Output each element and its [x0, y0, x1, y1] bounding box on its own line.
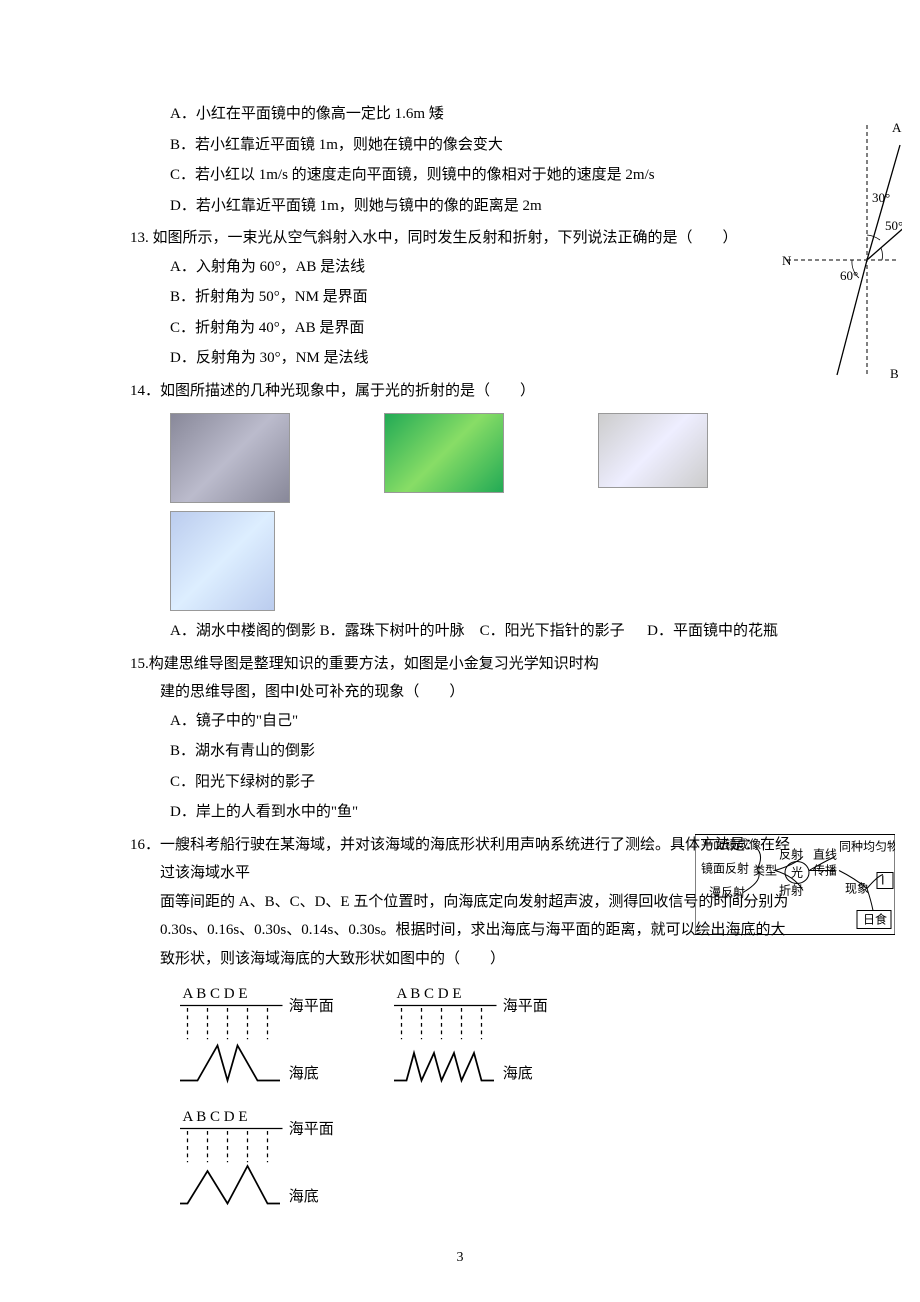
q13-opt-b: B．折射角为 50°，NM 是界面 — [170, 283, 800, 312]
svg-text:A B C D E: A B C D E — [396, 986, 461, 1002]
q14-images-row2 — [130, 511, 800, 611]
q15-stem: 15.构建思维导图是整理知识的重要方法，如图是小金复习光学知识时构建的思维导图，… — [130, 650, 800, 707]
q14-images-row1 — [130, 413, 800, 503]
q13-options: A．入射角为 60°，AB 是法线 B．折射角为 50°，NM 是界面 C．折射… — [130, 253, 800, 373]
label-N: N — [782, 253, 792, 268]
svg-text:镜面反射: 镜面反射 — [701, 861, 749, 876]
svg-text:类型: 类型 — [753, 864, 777, 878]
svg-text:A B C D E: A B C D E — [183, 986, 248, 1002]
svg-text:海底: 海底 — [503, 1065, 533, 1082]
q14-stem: 14．如图所描述的几种光现象中，属于光的折射的是（ ） — [130, 377, 800, 406]
svg-text:海平面: 海平面 — [289, 998, 334, 1015]
q14-img-c — [598, 413, 708, 488]
svg-text:A B C D E: A B C D E — [183, 1109, 248, 1125]
q14-opt-c: C．阳光下指针的影子 — [480, 623, 625, 639]
angle-30: 30° — [872, 190, 890, 205]
page-number: 3 — [0, 1245, 920, 1272]
q15-options: A．镜子中的"自己" B．湖水有青山的倒影 C．阳光下绿树的影子 D．岸上的人看… — [130, 707, 800, 827]
q12-options: A．小红在平面镜中的像高一定比 1.6m 矮 B．若小红靠近平面镜 1m，则她在… — [130, 100, 800, 220]
q12-opt-c: C．若小红以 1m/s 的速度走向平面镜，则镜中的像相对于她的速度是 2m/s — [170, 161, 800, 190]
svg-text:漫反射: 漫反射 — [709, 885, 745, 900]
q16-fig-b: A B C D E 海平面 海底 — [384, 983, 584, 1106]
q14-img-b — [384, 413, 504, 493]
q14-opt-a: A．湖水中楼阁的倒影 — [170, 623, 316, 639]
q12-opt-d: D．若小红靠近平面镜 1m，则她与镜中的像的距离是 2m — [170, 192, 800, 221]
q16-fig-c: A B C D E 海平面 海底 — [170, 1106, 370, 1229]
svg-text:光: 光 — [791, 866, 803, 880]
q14-opt-d: D．平面镜中的花瓶 — [647, 623, 778, 639]
q12-opt-a: A．小红在平面镜中的像高一定比 1.6m 矮 — [170, 100, 800, 129]
q15-opt-c: C．阳光下绿树的影子 — [170, 768, 800, 797]
svg-text:海平面: 海平面 — [503, 998, 548, 1015]
q15-mindmap: 平面镜成像 镜面反射 漫反射 类型 反射 折射 光 直线 传播 同种均匀物质 现… — [695, 834, 895, 935]
q13-opt-d: D．反射角为 30°，NM 是法线 — [170, 344, 800, 373]
q13-opt-a: A．入射角为 60°，AB 是法线 — [170, 253, 800, 282]
q14-opt-b: B．露珠下树叶的叶脉 — [320, 623, 465, 639]
svg-text:直线: 直线 — [813, 848, 837, 862]
q12-opt-b: B．若小红靠近平面镜 1m，则她在镜中的像会变大 — [170, 131, 800, 160]
svg-text:海平面: 海平面 — [289, 1121, 334, 1138]
q13-diagram: A B N 30° 50° 60° — [782, 120, 902, 380]
q13-opt-c: C．折射角为 40°，AB 是界面 — [170, 314, 800, 343]
angle-50: 50° — [885, 218, 902, 233]
page: A．小红在平面镜中的像高一定比 1.6m 矮 B．若小红靠近平面镜 1m，则她在… — [0, 0, 920, 1302]
angle-60: 60° — [840, 268, 858, 283]
svg-text:平面镜成像: 平面镜成像 — [701, 837, 761, 852]
svg-text:同种均匀物质: 同种均匀物质 — [839, 840, 895, 854]
svg-text:日食: 日食 — [863, 912, 887, 927]
svg-text:海底: 海底 — [289, 1188, 319, 1205]
q16-figures: A B C D E 海平面 海底 A B C D E 海平面 — [130, 983, 800, 1229]
q14-img-d — [170, 511, 275, 611]
label-A: A — [892, 120, 902, 135]
q16-fig-a: A B C D E 海平面 海底 — [170, 983, 370, 1106]
svg-text:海底: 海底 — [289, 1065, 319, 1082]
q14-answer-line: A．湖水中楼阁的倒影 B．露珠下树叶的叶脉 C．阳光下指针的影子 D．平面镜中的… — [130, 617, 800, 646]
q13-stem: 13. 如图所示，一束光从空气斜射入水中，同时发生反射和折射，下列说法正确的是（… — [130, 224, 800, 253]
q15-opt-d: D．岸上的人看到水中的"鱼" — [170, 798, 800, 827]
q15-opt-a: A．镜子中的"自己" — [170, 707, 800, 736]
q14-img-a — [170, 413, 290, 503]
label-B: B — [890, 366, 899, 380]
q15-opt-b: B．湖水有青山的倒影 — [170, 737, 800, 766]
svg-text:现象: 现象 — [845, 882, 869, 896]
